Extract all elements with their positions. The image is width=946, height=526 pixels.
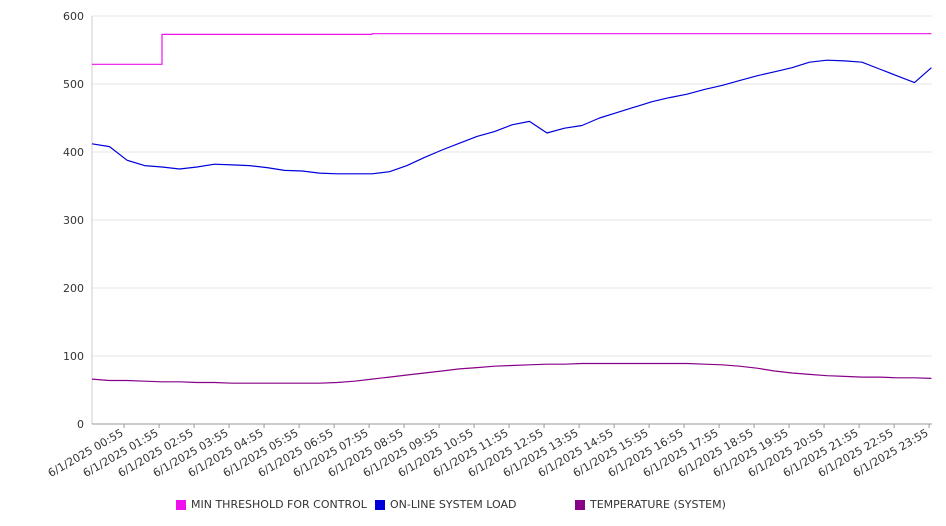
series-lines — [91, 33, 932, 384]
x-tick-labels: 6/1/2025 00:556/1/2025 01:556/1/2025 02:… — [46, 426, 931, 480]
axes — [91, 16, 932, 428]
y-tick-label: 400 — [63, 146, 84, 159]
legend-item-temperature[interactable]: TEMPERATURE (SYSTEM) — [575, 498, 726, 511]
legend-item-system-load[interactable]: ON-LINE SYSTEM LOAD — [375, 498, 516, 511]
legend-label-system-load: ON-LINE SYSTEM LOAD — [390, 498, 517, 511]
y-tick-label: 200 — [63, 282, 84, 295]
legend-label-temperature: TEMPERATURE (SYSTEM) — [590, 498, 726, 511]
series-line-0 — [92, 33, 932, 65]
series-line-2 — [91, 362, 932, 384]
y-tick-label: 100 — [63, 350, 84, 363]
y-tick-labels: 0 100 200 300 400 500 600 — [63, 10, 84, 431]
y-tick-label: 300 — [63, 214, 84, 227]
legend: MIN THRESHOLD FOR CONTROL ON-LINE SYSTEM… — [0, 498, 946, 514]
gridlines — [92, 15, 932, 357]
legend-swatch-temperature — [575, 499, 585, 510]
legend-swatch-system-load — [375, 499, 385, 510]
y-tick-label: 600 — [63, 10, 84, 23]
legend-swatch-min-threshold — [176, 499, 186, 510]
y-tick-label: 0 — [77, 418, 84, 431]
legend-label-min-threshold: MIN THRESHOLD FOR CONTROL — [191, 498, 367, 511]
legend-item-min-threshold[interactable]: MIN THRESHOLD FOR CONTROL — [176, 498, 367, 511]
y-tick-label: 500 — [63, 78, 84, 91]
line-chart: 0 100 200 300 400 500 600 6/1/2025 00:556/1/20… — [46, 10, 932, 480]
series-line-1 — [91, 59, 932, 175]
